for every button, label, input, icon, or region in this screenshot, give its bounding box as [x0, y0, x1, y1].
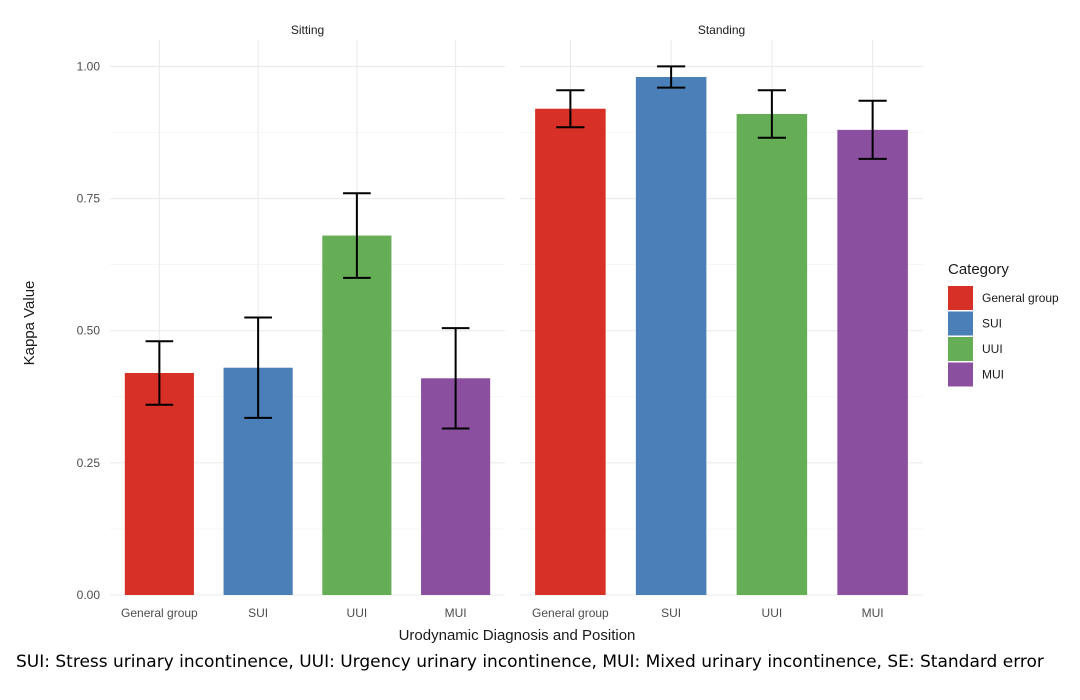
y-tick-label: 0.75	[77, 192, 101, 206]
legend-label: SUI	[982, 317, 1002, 331]
bar	[124, 373, 194, 595]
legend-swatch	[948, 337, 973, 361]
x-axis-title: Urodynamic Diagnosis and Position	[399, 627, 636, 644]
legend-title: Category	[948, 261, 1009, 278]
panel-title-standing: Standing	[698, 23, 745, 37]
bar	[322, 235, 392, 596]
bar	[837, 129, 908, 595]
legend-swatch	[948, 311, 973, 336]
legend-label: UUI	[982, 342, 1003, 356]
panel-title-sitting: Sitting	[291, 23, 324, 37]
chart-footnote: SUI: Stress urinary incontinence, UUI: U…	[16, 652, 1044, 672]
y-tick-label: 0.50	[77, 324, 101, 338]
legend-label: MUI	[982, 368, 1004, 382]
x-tick-label: UUI	[347, 606, 368, 620]
legend-swatch	[948, 286, 973, 310]
legend-swatch	[948, 362, 973, 387]
x-tick-label: UUI	[762, 606, 783, 620]
x-tick-label: SUI	[661, 606, 681, 620]
y-tick-label: 0.00	[77, 588, 101, 602]
legend-label: General group	[982, 291, 1059, 305]
y-axis-title: Kappa Value	[21, 281, 38, 366]
x-tick-label: MUI	[445, 606, 467, 620]
bar	[535, 108, 606, 595]
y-tick-label: 1.00	[77, 59, 101, 73]
x-tick-label: General group	[121, 606, 198, 620]
bar	[736, 114, 808, 595]
x-tick-label: MUI	[862, 606, 884, 620]
y-tick-label: 0.25	[77, 456, 101, 470]
x-tick-label: SUI	[248, 606, 268, 620]
bar	[635, 77, 707, 595]
faceted-bar-chart: Sitting General group SUI UUI MUI Standing Gen…	[21, 23, 1059, 644]
x-tick-label: General group	[532, 606, 609, 620]
